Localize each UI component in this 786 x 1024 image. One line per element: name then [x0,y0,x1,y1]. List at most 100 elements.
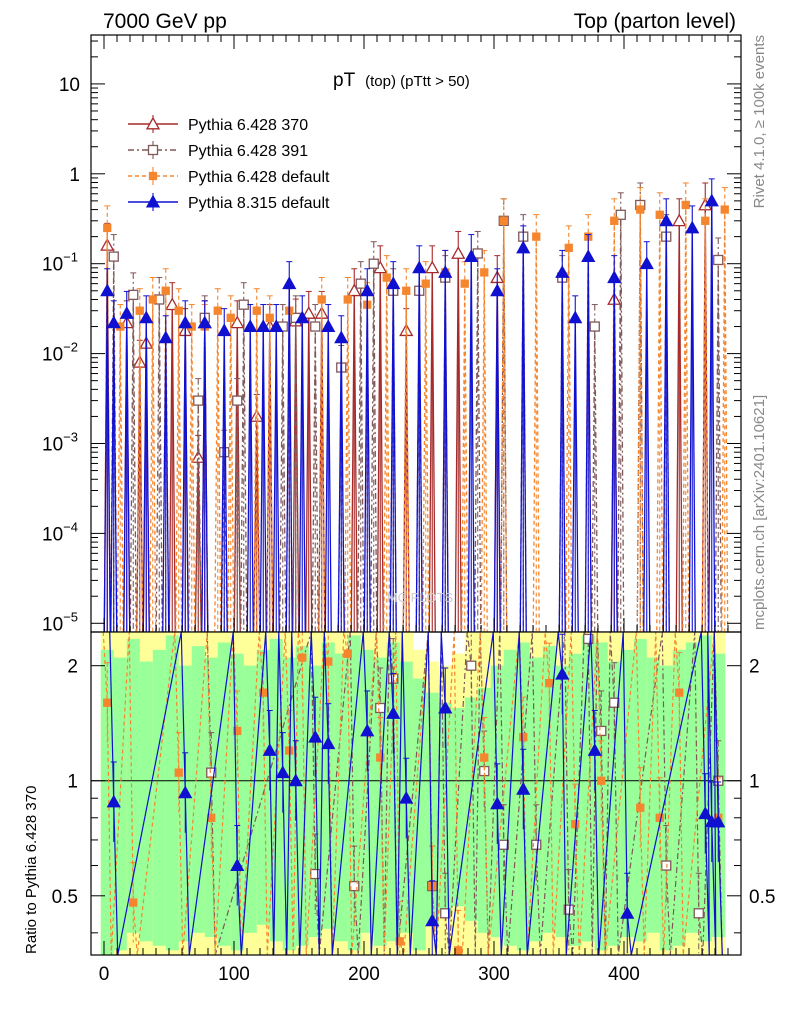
data-point [421,279,430,288]
band-inner [152,649,167,946]
ratio-data-point [288,773,303,787]
y-tick-exponent: −1 [63,250,78,265]
ratio-data-point [440,908,451,919]
data-point [425,260,440,274]
ratio-data-point [596,725,607,737]
data-point [713,254,724,266]
y-tick-base: 10 [42,614,63,635]
y-tick-label: 10−3 [42,429,78,455]
y-tick-label: 10−1 [42,250,78,276]
ratio-y-tick-label: 1 [67,772,78,793]
header-collision-label: 7000 GeV pp [103,10,227,33]
data-point [238,299,249,310]
legend: Pythia 6.428 370 Pythia 6.428 391 Pythia 6… [128,115,330,212]
ratio-y-tick-label-right: 0.5 [749,887,775,908]
data-point [106,315,121,329]
ratio-data-point [587,743,602,756]
ratio-y-tick-label: 2 [67,657,78,678]
x-tick-label: 100 [218,964,250,985]
ratio-data-point [399,790,414,804]
ratio-data-point [545,679,554,688]
ratio-data-point [519,733,528,742]
mcplots-label: mcplots.cern.ch [arXiv:2401.10621] [751,395,768,630]
x-tick-label: 300 [478,964,510,985]
data-point [672,213,687,227]
y-tick-label: 1 [69,165,80,186]
y-tick-exponent: −5 [63,609,78,624]
y-tick-base: 10 [42,524,63,545]
data-point [685,220,700,234]
data-point [295,310,310,324]
ratio-data-point [480,753,489,762]
y-tick-base: 10 [42,255,63,276]
y-tick-exponent: −3 [63,429,78,444]
header-process-label: Top (parton level) [574,10,736,33]
ratio-data-point [298,653,307,662]
legend-marker [148,171,158,181]
ratio-data-point [498,839,509,850]
band-inner [204,657,219,938]
data-point [269,319,284,332]
plot-title: pT (top) (pTtt > 50) [333,70,470,91]
y-tick-exponent: −4 [63,519,78,534]
data-point [226,313,235,322]
ratio-data-point [661,860,672,871]
data-point [191,450,206,463]
y-tick-base: 10 [42,434,63,455]
main-x-ticks [103,35,729,632]
ratio-data-point [490,796,505,810]
data-point [256,319,271,332]
data-point [197,315,212,329]
legend-marker [145,116,161,130]
ratio-series-layer [102,632,726,955]
data-point [581,249,596,263]
data-point [451,246,466,259]
data-point [243,319,258,332]
data-point [158,330,173,344]
ratio-data-point [259,688,268,697]
ratio-data-point [376,753,385,762]
band-inner [334,653,349,942]
data-point [704,193,719,207]
ratio-series-line [206,632,723,955]
band-inner [438,702,453,914]
band-inner [100,649,115,955]
legend-label: Pythia 8.315 default [188,195,330,212]
data-point [615,209,626,220]
data-point [607,270,622,284]
ratio-data-point [395,937,404,946]
legend-marker [147,144,159,156]
ratio-data-point [531,839,542,850]
ratio-data-point [178,785,193,799]
data-point [460,279,469,288]
ratio-data-point [206,767,217,778]
band-inner [607,661,622,946]
ratio-data-point [321,736,336,750]
data-point [532,232,541,241]
band-inner [659,665,674,951]
data-point [119,306,134,319]
ratio-data-point [583,633,594,645]
y-tick-label: 10−2 [42,340,78,366]
plot-title-main: pT [333,70,356,91]
data-point [139,310,154,324]
ratio-y-tick-label-right: 1 [749,772,760,793]
x-tick-label: 400 [608,964,640,985]
data-point [213,306,222,315]
data-point [282,276,297,290]
ratio-data-point [655,813,664,822]
ratio-data-point [129,898,138,907]
data-point [564,243,573,253]
band-inner [464,697,479,921]
data-point [659,213,674,227]
band-inner [295,646,310,946]
ratio-data-point [693,908,704,919]
ratio-data-point [711,814,726,828]
data-point [161,286,170,295]
data-point [490,283,505,297]
data-point [135,306,144,315]
data-point [368,258,379,269]
data-point [568,310,583,324]
